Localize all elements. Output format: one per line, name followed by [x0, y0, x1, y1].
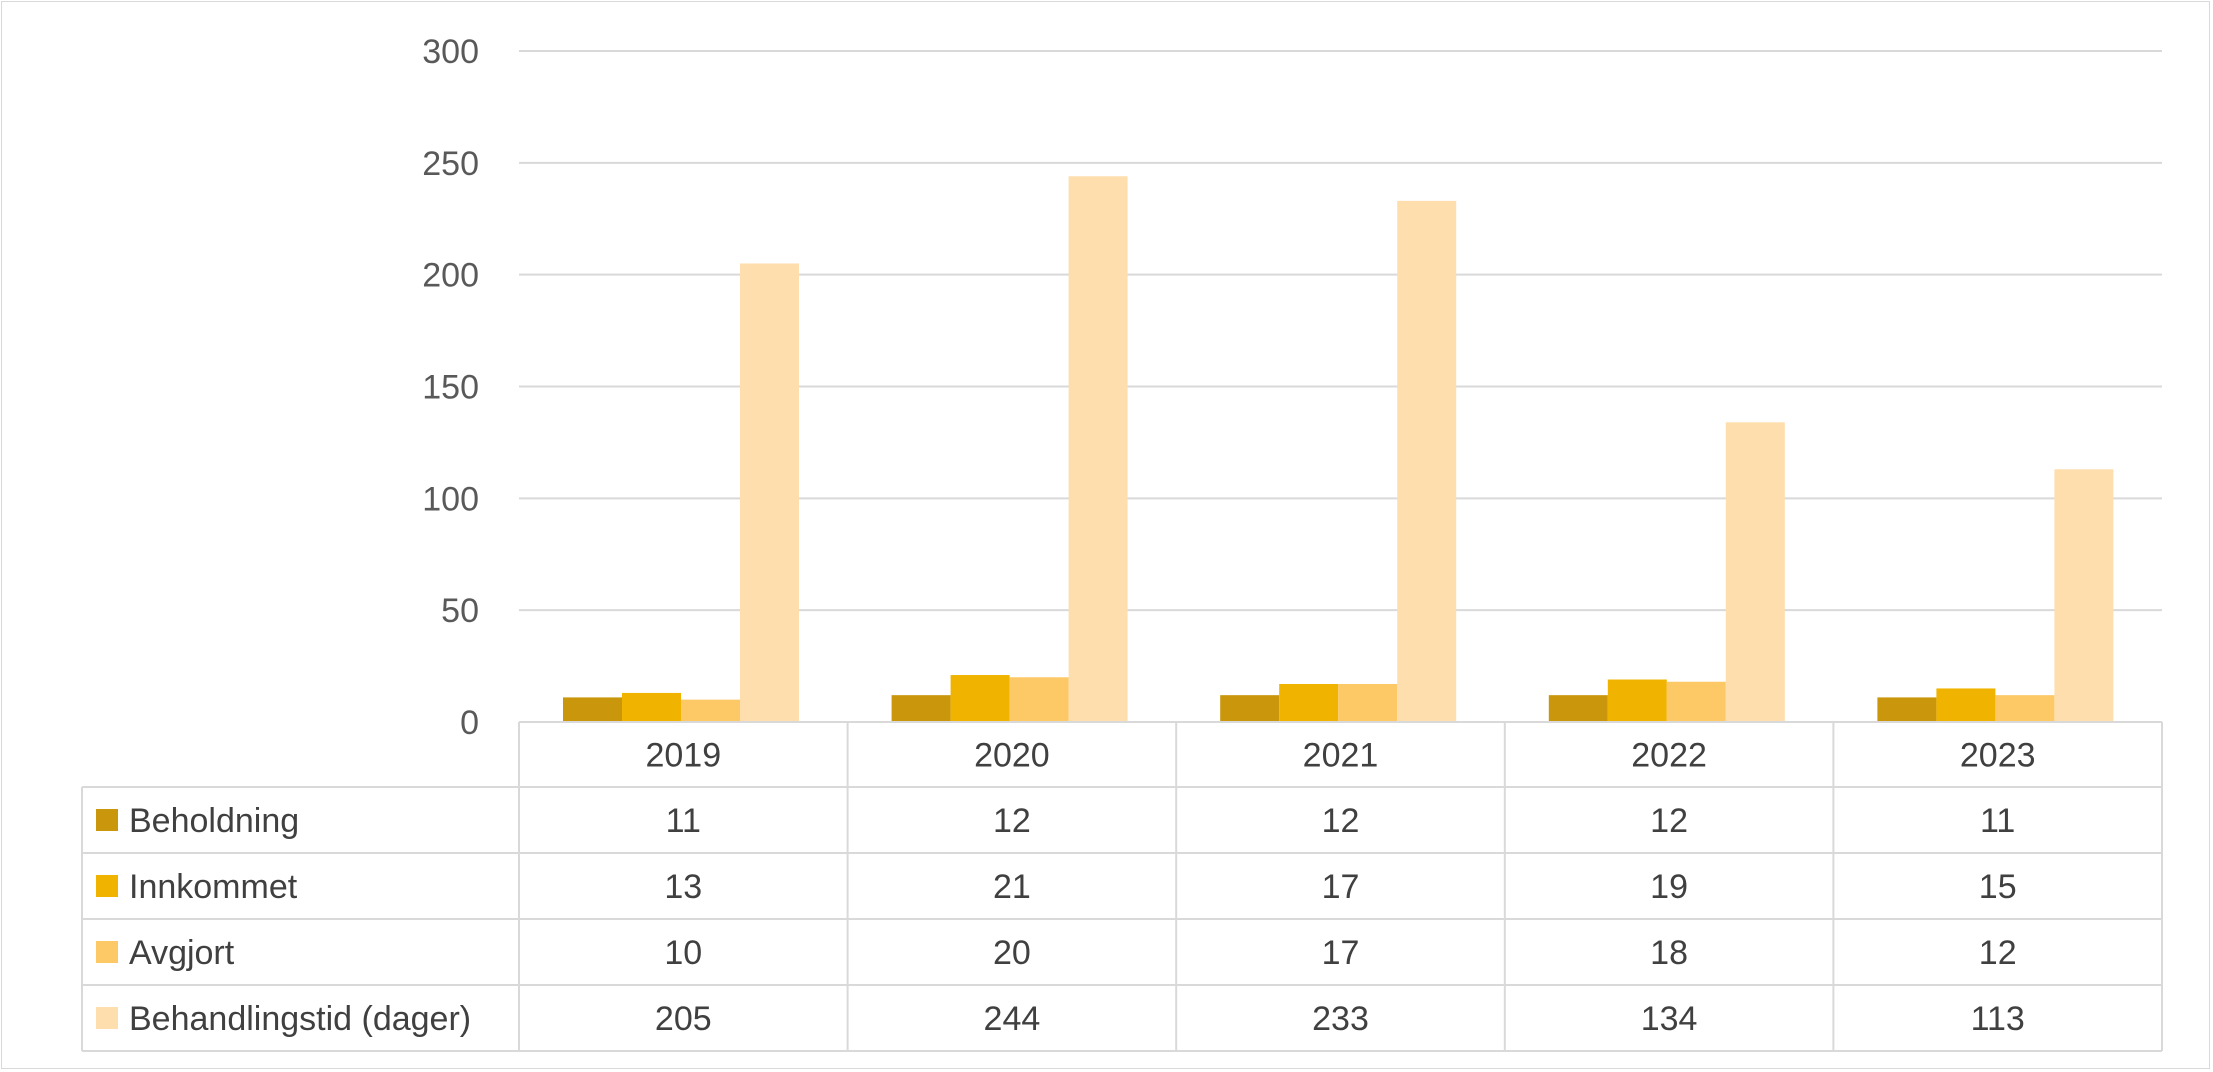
data-label: 17 — [1322, 868, 1360, 906]
bar — [740, 263, 799, 722]
data-label: 11 — [1980, 802, 2015, 840]
bar — [1068, 176, 1128, 723]
data-label: 244 — [984, 1000, 1041, 1038]
legend-key — [96, 875, 118, 897]
y-axis: 0 50 100 150 200 250 300 — [422, 33, 479, 742]
data-label: 17 — [1322, 934, 1360, 972]
bar — [1936, 688, 1996, 722]
y-tick-label: 0 — [460, 704, 479, 742]
bar — [1877, 697, 1937, 722]
legend-key — [96, 809, 118, 831]
data-label: 15 — [1979, 868, 2017, 906]
data-label: 10 — [664, 934, 702, 972]
bar — [2054, 469, 2114, 722]
bar — [1279, 683, 1339, 722]
data-label: 12 — [1322, 802, 1360, 840]
bar — [563, 697, 622, 722]
bar — [1220, 695, 1280, 722]
data-label: 13 — [664, 868, 702, 906]
legend-key — [96, 941, 118, 963]
x-tick-label: 2023 — [1960, 737, 2036, 775]
x-tick-label: 2020 — [974, 737, 1050, 775]
legend-label: Behandlingstid (dager) — [129, 1000, 471, 1038]
legend-label: Beholdning — [129, 802, 299, 840]
y-tick-label: 50 — [441, 592, 479, 630]
bar — [891, 695, 951, 722]
bar — [1607, 679, 1667, 722]
y-tick-label: 150 — [422, 369, 479, 407]
data-label: 19 — [1650, 868, 1688, 906]
x-tick-label: 2021 — [1303, 737, 1379, 775]
data-label: 233 — [1312, 1000, 1369, 1038]
data-label: 20 — [993, 934, 1031, 972]
y-tick-label: 200 — [422, 257, 479, 295]
data-label: 12 — [1979, 934, 2017, 972]
data-label: 12 — [993, 802, 1031, 840]
data-label: 21 — [993, 868, 1031, 906]
bar — [681, 699, 740, 722]
legend-label: Avgjort — [129, 934, 235, 972]
data-label: 205 — [655, 1000, 712, 1038]
data-label: 11 — [666, 802, 701, 840]
data-label: 134 — [1641, 1000, 1698, 1038]
legend-label: Innkommet — [129, 868, 298, 906]
bar — [1009, 677, 1069, 722]
data-label: 113 — [1971, 1000, 2025, 1038]
x-tick-label: 2022 — [1631, 737, 1707, 775]
bar — [622, 692, 681, 722]
x-tick-label: 2019 — [645, 737, 721, 775]
bar — [1725, 422, 1785, 722]
legend-key — [96, 1007, 118, 1029]
y-tick-label: 100 — [422, 480, 479, 518]
bar — [950, 675, 1010, 722]
y-tick-label: 250 — [422, 145, 479, 183]
bar — [1397, 200, 1457, 722]
bar — [1548, 695, 1608, 722]
bar — [1995, 695, 2055, 722]
bars — [563, 176, 2114, 723]
data-label: 18 — [1650, 934, 1688, 972]
bar — [1666, 681, 1726, 722]
bar — [1338, 683, 1398, 722]
y-tick-label: 300 — [422, 33, 479, 71]
data-label: 12 — [1650, 802, 1688, 840]
